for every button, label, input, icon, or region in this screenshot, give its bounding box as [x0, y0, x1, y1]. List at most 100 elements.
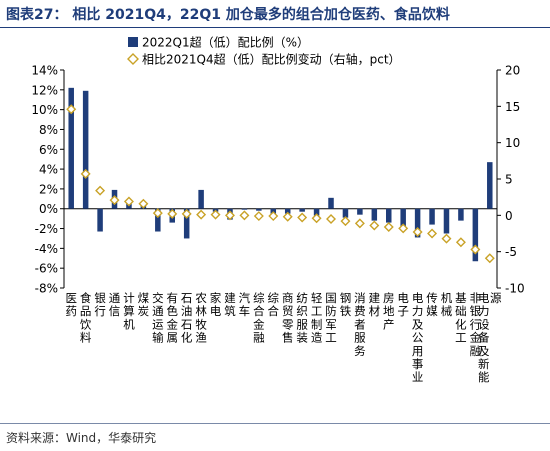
diamond-marker — [95, 185, 106, 196]
legend-bar-label: 2022Q1超（低）配比例（%） — [142, 35, 309, 50]
category-label: 建筑 — [224, 291, 236, 318]
category-label: 建材 — [369, 291, 381, 318]
category-label: 商贸零售 — [282, 291, 294, 345]
bar — [371, 208, 378, 221]
diamond-marker — [80, 168, 91, 179]
category-label: 房地产 — [383, 291, 395, 331]
category-label: 石油石化 — [181, 291, 193, 345]
diamond-marker — [427, 228, 438, 239]
category-label: 医药 — [65, 291, 77, 318]
diamond-marker — [340, 216, 351, 227]
bar — [82, 90, 89, 209]
diamond-marker — [470, 244, 481, 255]
bar — [68, 87, 74, 209]
y-left-tick-label: 6% — [39, 143, 58, 157]
title-divider — [0, 27, 550, 28]
y-left-tick-label: -6% — [35, 262, 58, 276]
category-label: 综合金融 — [253, 291, 265, 345]
axes: -8% -6% -4% -2% 0% 2% 4% 6% 8% 10% 12% 14% -10 -5 0 5 10… — [31, 64, 524, 296]
bar — [400, 208, 406, 229]
diamond-marker — [484, 253, 495, 264]
category-label: 通信 — [109, 291, 121, 318]
y-right-tick-label: 0 — [505, 209, 513, 223]
diamond-marker — [167, 208, 178, 219]
diamond-marker — [239, 210, 250, 221]
y-left-tick-label: 2% — [39, 182, 58, 196]
bar — [328, 197, 334, 209]
legend-bar-swatch — [128, 37, 138, 47]
category-label: 家电 — [210, 291, 222, 318]
diamond-marker — [224, 210, 235, 221]
bar — [386, 208, 392, 223]
y-right-tick-label: 5 — [505, 173, 513, 187]
source-note: 资料来源：Wind，华泰研究 — [6, 431, 157, 445]
category-label: 国防军工 — [325, 291, 337, 345]
footer-divider — [0, 423, 550, 424]
bar — [241, 208, 248, 210]
bar — [357, 208, 363, 215]
category-label: 综合 — [268, 291, 280, 318]
diamond-marker — [354, 218, 365, 229]
y-left-tick-label: 4% — [39, 163, 58, 177]
bar — [414, 208, 421, 238]
category-label: 消费者服务 — [354, 291, 366, 358]
category-label: 计算机 — [123, 291, 135, 331]
diamond-marker — [297, 212, 308, 223]
category-label: 银行 — [94, 291, 106, 318]
diamond-marker — [369, 220, 380, 231]
diamond-marker — [455, 237, 466, 248]
bar — [443, 208, 450, 234]
category-label: 纺织服装 — [296, 291, 308, 345]
y-right-tick-label: -5 — [505, 245, 517, 259]
bar — [284, 208, 291, 214]
bar — [458, 208, 464, 221]
category-label: 有色金属 — [167, 291, 179, 345]
y-left-tick-label: 12% — [31, 83, 58, 97]
bar — [256, 208, 262, 211]
category-label: 汽车 — [239, 291, 251, 318]
diamond-marker — [123, 196, 134, 207]
category-label: 机械 — [441, 291, 453, 318]
bar — [313, 208, 320, 216]
category-label: 煤炭 — [138, 291, 150, 318]
bar — [487, 162, 493, 209]
bar — [155, 208, 161, 232]
y-right-tick-label: -10 — [505, 282, 525, 296]
bar — [97, 208, 103, 232]
y-left-tick-label: 14% — [31, 64, 58, 78]
category-label: 食品饮料 — [80, 291, 92, 345]
y-left-tick-label: 10% — [31, 103, 58, 117]
diamond-marker — [412, 227, 423, 238]
category-label: 钢铁 — [340, 291, 352, 318]
legend-marker-label: 相比2021Q4超（低）配比例变动（右轴，pct） — [142, 52, 401, 67]
category-label: 农林牧渔 — [195, 291, 207, 345]
legend: 2022Q1超（低）配比例（%） 相比2021Q4超（低）配比例变动（右轴，pc… — [127, 35, 401, 67]
category-label: 基础化工 — [455, 291, 467, 345]
diamond-marker — [210, 209, 221, 220]
diamond-marker — [196, 209, 207, 220]
diamond-marker — [138, 198, 149, 209]
y-left-tick-label: 8% — [39, 123, 58, 137]
bar — [198, 189, 204, 209]
y-right-tick-label: 20 — [505, 64, 520, 78]
category-labels: 医药食品饮料银行通信计算机煤炭交通运输有色金属石油石化农林牧渔家电建筑汽车综合金… — [65, 291, 502, 384]
diamond-marker — [109, 195, 120, 206]
bar — [183, 208, 190, 239]
y-right-tick-label: 10 — [505, 136, 520, 150]
category-label: 传媒 — [426, 291, 438, 318]
diamond-marker — [398, 223, 409, 234]
diamond-marker — [66, 104, 77, 115]
marker-series — [66, 104, 495, 264]
diamond-marker — [253, 211, 264, 222]
diamond-marker — [181, 208, 192, 219]
bar — [429, 208, 435, 225]
category-label: 电力及公用事业 — [412, 291, 424, 384]
category-label: 交通运输 — [152, 291, 164, 345]
y-right-tick-label: 15 — [505, 100, 520, 114]
y-left-tick-label: 0% — [39, 202, 58, 216]
category-label: 电子 — [397, 291, 409, 318]
y-left-tick-label: -8% — [35, 282, 58, 296]
category-label: 非银行金融 — [470, 291, 482, 358]
bar — [472, 208, 479, 262]
